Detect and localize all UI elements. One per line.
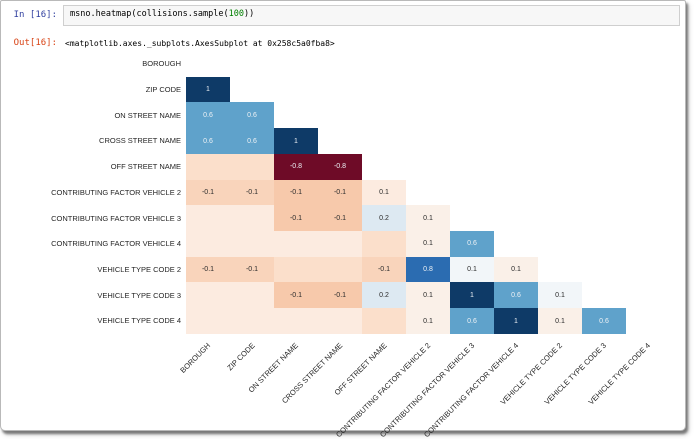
missingno-heatmap-figure: BOROUGH ZIP CODE ON STREET NAME CROSS STREE… — [1, 51, 685, 439]
heatmap-cell: 1 — [274, 128, 318, 155]
heatmap-cell: 1 — [494, 308, 538, 335]
heatmap-cell — [186, 230, 230, 257]
heatmap-cell: -0.1 — [186, 179, 230, 206]
heatmap-cell: -0.1 — [318, 282, 362, 309]
heatmap-row-label: OFF STREET NAME — [110, 162, 181, 172]
heatmap-cell: -0.8 — [274, 153, 318, 180]
code-line: msno.heatmap(collisions.sample(100)) — [70, 9, 254, 19]
heatmap-cell: 0.1 — [362, 179, 406, 206]
heatmap-cell — [362, 230, 406, 257]
heatmap-cell — [186, 153, 230, 180]
heatmap-column-label: ZIP CODE — [225, 340, 257, 373]
heatmap-cell: -0.1 — [362, 256, 406, 283]
heatmap-cell: 0.6 — [186, 128, 230, 155]
heatmap-cell: 0.2 — [362, 205, 406, 232]
heatmap-cell: 0.1 — [494, 256, 538, 283]
heatmap-row-label: ON STREET NAME — [114, 110, 181, 120]
heatmap-cell: 0.6 — [494, 282, 538, 309]
heatmap-cell: 0.6 — [582, 308, 626, 335]
heatmap-cell: 0.1 — [406, 282, 450, 309]
heatmap-cell: 0.1 — [538, 282, 582, 309]
code-number-literal: 100 — [228, 9, 244, 19]
heatmap-cell: -0.8 — [318, 153, 362, 180]
heatmap-cell: -0.1 — [274, 205, 318, 232]
heatmap-cell — [274, 230, 318, 257]
heatmap-cell — [362, 308, 406, 335]
heatmap-cell: -0.1 — [274, 179, 318, 206]
heatmap-cell: 0.1 — [450, 256, 494, 283]
heatmap-row-label: ZIP CODE — [145, 85, 181, 95]
heatmap-row-label: CONTRIBUTING FACTOR VEHICLE 3 — [51, 213, 181, 223]
heatmap-cell: 0.6 — [186, 102, 230, 129]
heatmap-row-label: VEHICLE TYPE CODE 3 — [97, 290, 181, 300]
heatmap-cell — [274, 308, 318, 335]
heatmap-cell: 1 — [450, 282, 494, 309]
heatmap-cell: 0.8 — [406, 256, 450, 283]
heatmap-row-label: VEHICLE TYPE CODE 2 — [97, 264, 181, 274]
heatmap-row-label: VEHICLE TYPE CODE 4 — [97, 316, 181, 326]
heatmap-cell: 0.6 — [230, 102, 274, 129]
output-prompt: Out[16]: — [13, 38, 57, 48]
heatmap-cell — [318, 308, 362, 335]
heatmap-cell — [318, 256, 362, 283]
heatmap-cell — [186, 282, 230, 309]
heatmap-row-label: BOROUGH — [142, 59, 181, 69]
code-text: msno.heatmap(collisions.sample( — [70, 9, 229, 19]
code-cell-input[interactable]: msno.heatmap(collisions.sample(100)) — [63, 5, 680, 26]
heatmap-cell: -0.1 — [318, 205, 362, 232]
heatmap-cell: -0.1 — [318, 179, 362, 206]
heatmap-cell: 0.1 — [406, 205, 450, 232]
heatmap-cell: 0.6 — [230, 128, 274, 155]
heatmap-row-label: CROSS STREET NAME — [99, 136, 181, 146]
heatmap-cell: -0.1 — [230, 179, 274, 206]
heatmap-column-label: BOROUGH — [178, 340, 213, 375]
heatmap-cell: -0.1 — [230, 256, 274, 283]
heatmap-cell — [230, 230, 274, 257]
heatmap-cell: -0.1 — [186, 256, 230, 283]
heatmap-cell — [230, 205, 274, 232]
heatmap-cell: -0.1 — [274, 282, 318, 309]
heatmap-cell: 0.2 — [362, 282, 406, 309]
heatmap-column-label: CONTRIBUTING FACTOR VEHICLE 3 — [378, 340, 477, 439]
heatmap-cell — [230, 282, 274, 309]
input-prompt: In [16]: — [13, 10, 57, 20]
heatmap-column-label: CONTRIBUTING FACTOR VEHICLE 4 — [422, 340, 521, 439]
heatmap-cell — [230, 153, 274, 180]
heatmap-cell: 0.6 — [450, 230, 494, 257]
heatmap-cell: 0.1 — [406, 308, 450, 335]
heatmap-row-label: CONTRIBUTING FACTOR VEHICLE 2 — [51, 187, 181, 197]
heatmap-cell — [274, 256, 318, 283]
code-text-close: )) — [244, 9, 255, 19]
heatmap-cell: 1 — [186, 76, 230, 103]
output-repr-text: <matplotlib.axes._subplots.AxesSubplot a… — [65, 39, 335, 48]
heatmap-row-label: CONTRIBUTING FACTOR VEHICLE 4 — [51, 239, 181, 249]
heatmap-cell: 0.1 — [538, 308, 582, 335]
heatmap-cell: 0.6 — [450, 308, 494, 335]
heatmap-cell: 0.1 — [406, 230, 450, 257]
heatmap-cell — [318, 230, 362, 257]
heatmap-cell — [186, 205, 230, 232]
heatmap-cell — [230, 308, 274, 335]
heatmap-cell — [186, 308, 230, 335]
heatmap-column-label: CONTRIBUTING FACTOR VEHICLE 2 — [334, 340, 433, 439]
